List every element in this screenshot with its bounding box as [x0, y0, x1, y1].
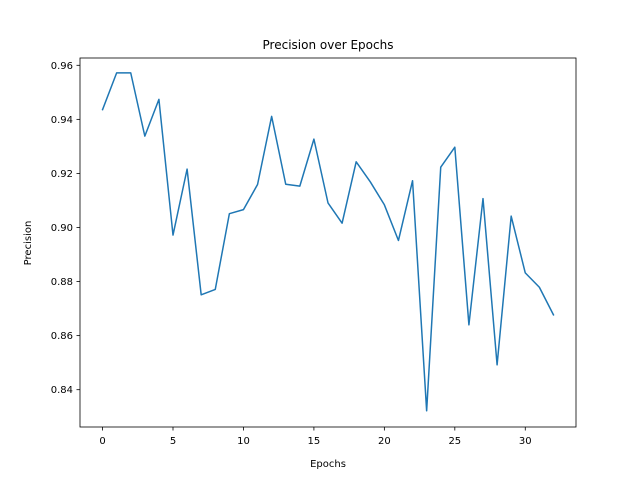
y-axis-title: Precision — [23, 221, 34, 266]
x-tick-label: 30 — [519, 436, 532, 447]
plot-frame — [79, 57, 577, 428]
y-tick-label: 0.96 — [51, 61, 73, 72]
x-tick-label: 15 — [308, 436, 321, 447]
series-layer — [101, 72, 555, 412]
x-tick-label: 0 — [99, 436, 105, 447]
x-tick-label: 25 — [448, 436, 461, 447]
y-tick-label: 0.88 — [51, 277, 73, 288]
series-line — [101, 72, 555, 412]
y-tick-label: 0.84 — [51, 385, 73, 396]
x-tick-label: 5 — [170, 436, 176, 447]
y-tick-label: 0.86 — [51, 331, 73, 342]
y-tick-label: 0.94 — [51, 115, 73, 126]
y-tick-label: 0.90 — [51, 223, 73, 234]
x-tick-label: 20 — [378, 436, 391, 447]
plot-area-background — [80, 58, 576, 427]
y-axis-ticks: 0.84 0.86 0.88 0.90 0.92 0.94 0.96 — [51, 61, 80, 396]
y-tick-label: 0.92 — [51, 169, 73, 180]
chart-title: Precision over Epochs — [263, 38, 394, 52]
x-axis-title: Epochs — [310, 459, 346, 470]
x-axis-ticks: 0 5 10 15 20 25 30 — [99, 427, 532, 447]
x-tick-label: 10 — [237, 436, 250, 447]
